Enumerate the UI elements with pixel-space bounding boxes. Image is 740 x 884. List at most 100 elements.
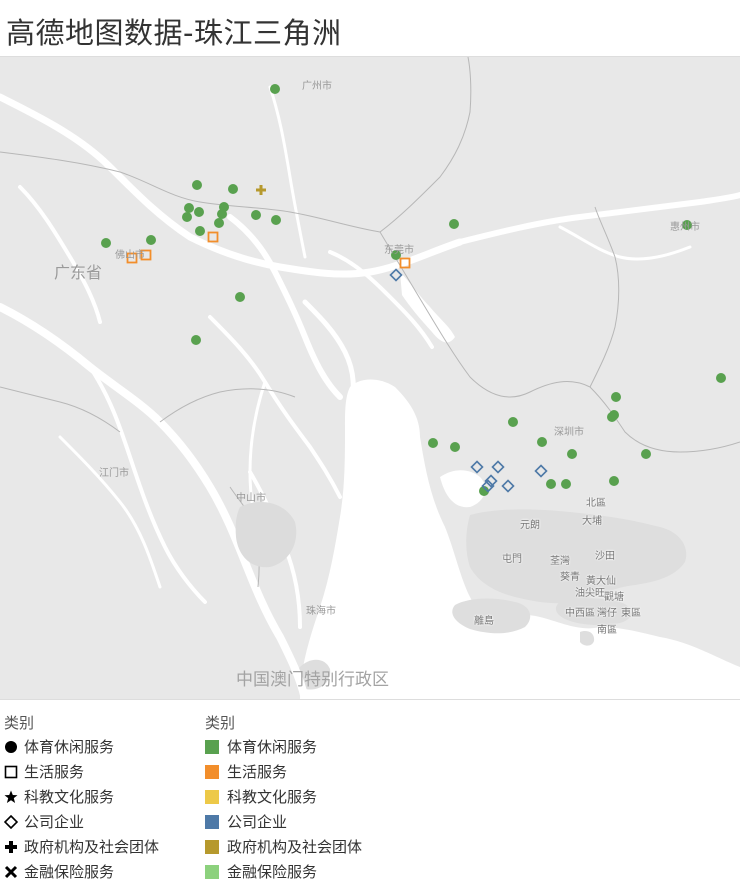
city-label-foshan: 佛山市 [115,250,145,261]
shape-legend-item[interactable]: 政府机构及社会团体 [4,834,159,859]
poi-marker[interactable] [256,185,266,195]
rivers [0,85,740,699]
shenzhen-bay [440,470,486,508]
color-legend-title: 类别 [205,714,236,732]
poi-marker[interactable] [389,268,403,282]
poi-marker[interactable] [546,479,556,489]
star-icon [4,789,24,805]
poi-marker[interactable] [126,252,138,264]
poi-marker[interactable] [207,231,219,243]
hk-land [296,509,687,690]
poi-marker[interactable] [391,250,401,260]
circle-icon [4,739,24,755]
poi-marker[interactable] [428,438,438,448]
poi-marker[interactable] [561,479,571,489]
poi-marker[interactable] [609,476,619,486]
hk-new-territories [466,509,687,604]
poi-marker[interactable] [607,412,617,422]
poi-marker[interactable] [101,238,111,248]
poi-marker[interactable] [537,437,547,447]
poi-marker[interactable] [450,442,460,452]
poi-marker[interactable] [534,464,548,478]
poi-marker[interactable] [182,212,192,222]
color-legend-item[interactable]: 体育休闲服务 [205,734,362,759]
color-swatch [205,839,219,854]
poi-marker[interactable] [228,184,238,194]
poi-marker[interactable] [194,207,204,217]
city-label-guangzhou: 广州市 [302,81,332,92]
poi-marker[interactable] [484,474,498,488]
color-swatch [205,739,219,754]
city-label-shenzhen: 深圳市 [554,427,584,438]
plus-icon [4,839,24,855]
macau-peninsula [296,659,331,690]
hk-label: 元朗 [520,520,540,531]
poi-marker[interactable] [470,460,484,474]
poi-points [101,84,726,496]
poi-marker[interactable] [479,486,489,496]
color-swatch [205,789,219,804]
poi-marker[interactable] [449,219,459,229]
poi-marker[interactable] [140,249,152,261]
poi-marker[interactable] [716,373,726,383]
lantau-island [452,598,531,634]
shape-legend-item[interactable]: 生活服务 [4,759,159,784]
hk-label: 大埔 [582,516,602,527]
poi-marker[interactable] [192,180,202,190]
huizhou-river [558,225,692,261]
color-legend-item[interactable]: 政府机构及社会团体 [205,834,362,859]
lamma-island [580,631,595,646]
poi-marker[interactable] [611,392,621,402]
poi-marker[interactable] [217,209,227,219]
city-label-zhongshan: 中山市 [236,493,266,504]
poi-marker[interactable] [501,479,515,493]
shape-legend-item[interactable]: 金融保险服务 [4,859,159,884]
poi-marker[interactable] [184,203,194,213]
shape-legend-item[interactable]: 公司企业 [4,809,159,834]
poi-marker[interactable] [399,257,411,269]
color-legend-item[interactable]: 金融保险服务 [205,859,362,884]
shape-legend-item[interactable]: 科教文化服务 [4,784,159,809]
hk-label: 東區 [621,608,641,619]
shape-legend-item[interactable]: 体育休闲服务 [4,734,159,759]
poi-marker[interactable] [270,84,280,94]
poi-marker[interactable] [508,417,518,427]
hk-label: 黃大仙 [586,576,616,587]
hk-label: 中西區 [565,608,595,619]
east-river [457,192,740,245]
sar-label-macau: 中国澳门特别行政区 [236,670,389,690]
province-label: 广东省 [54,263,103,282]
poi-marker[interactable] [191,335,201,345]
color-legend-item[interactable]: 科教文化服务 [205,784,362,809]
hk-label: 灣仔 [597,608,617,619]
hk-label: 南區 [597,625,617,636]
x-icon [4,864,24,880]
map-canvas[interactable] [0,57,740,699]
poi-marker[interactable] [567,449,577,459]
poi-marker[interactable] [214,218,224,228]
north-river [0,93,464,278]
dongguan-channel [328,250,434,349]
poi-marker[interactable] [491,460,505,474]
hk-label: 屯門 [502,554,522,565]
jiangmen-river [58,435,162,589]
liuxi-river [268,85,307,259]
map-view[interactable]: 广州市 佛山市 东莞市 惠州市 深圳市 江门市 中山市 珠海市 广东省 中国澳门… [0,56,740,700]
poi-marker[interactable] [146,235,156,245]
poi-marker[interactable] [271,215,281,225]
poi-marker[interactable] [195,226,205,236]
square-icon [4,764,24,780]
poi-marker[interactable] [641,449,651,459]
west-river-branch-a [88,365,207,604]
poi-marker[interactable] [481,479,495,493]
city-label-dongguan: 东莞市 [384,245,414,256]
pearl-river-estuary [300,379,740,699]
poi-marker[interactable] [235,292,245,302]
poi-marker[interactable] [682,220,692,230]
poi-marker[interactable] [251,210,261,220]
pearl-river-main [227,214,343,400]
color-legend-item[interactable]: 生活服务 [205,759,362,784]
shunde-waterway [208,315,342,499]
hk-label: 觀塘 [604,592,624,603]
color-legend-item[interactable]: 公司企业 [205,809,362,834]
